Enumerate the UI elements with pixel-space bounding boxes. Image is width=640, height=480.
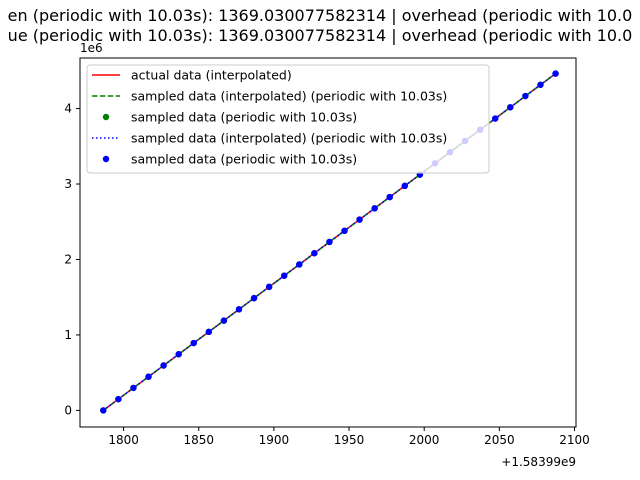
sampled-blue-point — [190, 339, 197, 347]
sampled-blue-point — [552, 70, 559, 77]
y-tick-label: 2 — [64, 252, 72, 266]
sampled-blue-point — [296, 261, 303, 268]
sampled-blue-point — [175, 351, 182, 358]
sampled-blue-point — [205, 328, 213, 336]
x-tick-label: 2050 — [484, 433, 515, 447]
y-tick-label: 0 — [64, 403, 72, 417]
y-tick-label: 1 — [64, 328, 72, 342]
x-tick-label: 1800 — [108, 433, 139, 447]
legend-marker-swatch — [102, 155, 110, 163]
legend-label: sampled data (periodic with 10.03s) — [131, 152, 357, 167]
sampled-blue-point — [235, 306, 243, 313]
legend-box — [86, 64, 490, 174]
legend: actual data (interpolated) sampled data (… — [86, 64, 490, 174]
sampled-blue-point — [265, 283, 273, 291]
y-scale-label: 1e6 — [80, 41, 103, 55]
sampled-blue-point — [130, 384, 137, 392]
sampled-blue-point — [115, 395, 122, 403]
legend-label: actual data (interpolated) — [131, 68, 292, 83]
legend-label: sampled data (interpolated) (periodic wi… — [131, 89, 447, 104]
chart-title-line-1: en (periodic with 10.03s): 1369.03007758… — [7, 6, 633, 25]
sampled-blue-point — [341, 227, 348, 235]
chart-title-line-2: ue (periodic with 10.03s): 1369.03007758… — [7, 26, 633, 45]
x-axis: 1800 1850 1900 1950 2000 2050 2100 — [108, 427, 590, 447]
sampled-blue-point — [522, 92, 529, 100]
sampled-blue-point — [537, 81, 544, 88]
legend-label: sampled data (interpolated) (periodic wi… — [131, 131, 447, 146]
legend-label: sampled data (periodic with 10.03s) — [131, 110, 357, 125]
sampled-blue-point — [250, 294, 258, 302]
sampled-blue-point — [492, 115, 499, 122]
sampled-blue-point — [311, 250, 318, 257]
x-offset-label: +1.58399e9 — [501, 455, 576, 469]
sampled-blue-point — [507, 104, 514, 111]
sampled-blue-point — [281, 272, 288, 279]
plot-frame — [79, 57, 577, 428]
x-tick-label: 1900 — [259, 433, 290, 447]
y-tick-label: 4 — [64, 102, 72, 116]
sampled-blue-point — [371, 205, 378, 212]
legend-marker-swatch — [102, 113, 110, 121]
sampled-blue-point — [356, 216, 363, 223]
x-tick-label: 1950 — [334, 433, 365, 447]
x-tick-label: 1850 — [183, 433, 214, 447]
sampled-blue-point — [220, 317, 228, 324]
y-axis: 0 1 2 3 4 — [64, 102, 80, 417]
sampled-blue-point — [100, 407, 107, 414]
y-tick-label: 3 — [64, 177, 72, 191]
sampled-blue-point — [145, 373, 152, 380]
x-tick-label: 2000 — [409, 433, 440, 447]
sampled-blue-point — [401, 182, 409, 190]
x-tick-label: 2100 — [559, 433, 590, 447]
sampled-blue-point — [386, 193, 393, 201]
sampled-blue-point — [326, 238, 333, 246]
sampled-blue-point — [160, 362, 167, 369]
